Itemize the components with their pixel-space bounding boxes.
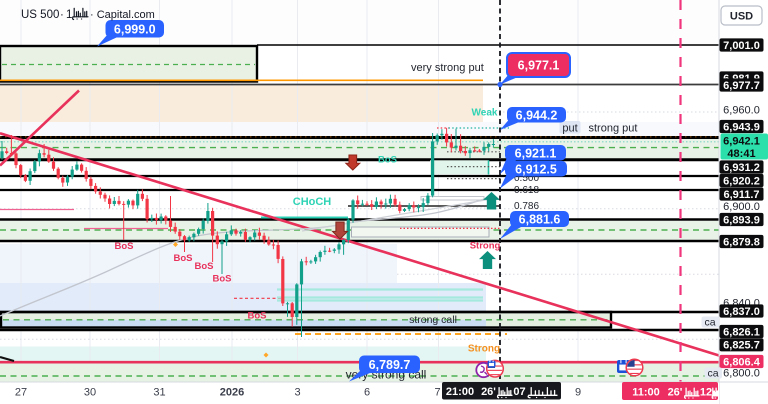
svg-text:3: 3 — [294, 387, 300, 399]
svg-text:21:00: 21:00 — [446, 386, 474, 398]
svg-text:put: put — [562, 123, 577, 135]
svg-text:6,879.8: 6,879.8 — [723, 236, 760, 248]
svg-text:26': 26' — [668, 387, 683, 399]
svg-text:6,826.1: 6,826.1 — [723, 326, 760, 338]
svg-text:6,900.0: 6,900.0 — [723, 201, 760, 213]
svg-text:0.618: 0.618 — [514, 185, 539, 196]
svg-text:ca: ca — [708, 368, 719, 380]
svg-text:6,942.1: 6,942.1 — [723, 136, 760, 148]
svg-text:6,999.0: 6,999.0 — [114, 22, 156, 36]
svg-text:6,837.0: 6,837.0 — [723, 306, 760, 318]
svg-text:6,800.0: 6,800.0 — [723, 367, 760, 379]
svg-text:12: 12 — [700, 387, 712, 399]
svg-text:BoS: BoS — [115, 241, 134, 252]
svg-text:strong call: strong call — [409, 314, 457, 326]
svg-text:· Capital.com: · Capital.com — [90, 9, 155, 21]
svg-text:strong put: strong put — [589, 123, 638, 135]
svg-text:6,960.0: 6,960.0 — [723, 104, 760, 116]
svg-text:6,789.7: 6,789.7 — [369, 358, 411, 372]
svg-text:BoS: BoS — [195, 261, 214, 272]
svg-text:6,912.5: 6,912.5 — [515, 162, 557, 176]
svg-text:BoS: BoS — [213, 274, 232, 285]
svg-text:30: 30 — [84, 387, 96, 399]
svg-text:Weak: Weak — [472, 108, 498, 119]
svg-text:Strong: Strong — [468, 344, 500, 355]
svg-text:BoS: BoS — [174, 253, 193, 264]
svg-text:USD: USD — [730, 11, 753, 23]
svg-text:CHoCH: CHoCH — [293, 196, 332, 208]
svg-text:6,977.1: 6,977.1 — [518, 59, 560, 73]
svg-text:·: · — [60, 9, 64, 21]
svg-text:BoS: BoS — [248, 311, 267, 322]
svg-text:9: 9 — [575, 387, 581, 399]
svg-text:7,001.0: 7,001.0 — [723, 40, 760, 52]
svg-text:6,911.7: 6,911.7 — [723, 189, 759, 201]
svg-text:0.786: 0.786 — [514, 201, 539, 212]
svg-text:48:41: 48:41 — [727, 148, 755, 160]
svg-text:US 500: US 500 — [21, 9, 59, 21]
svg-text:ca: ca — [705, 317, 716, 329]
svg-text:6,944.2: 6,944.2 — [516, 108, 558, 122]
svg-text:6,825.7: 6,825.7 — [723, 340, 760, 352]
svg-text:07: 07 — [513, 386, 525, 398]
svg-text:7: 7 — [434, 387, 440, 399]
svg-text:11:00: 11:00 — [632, 387, 660, 399]
svg-text:Strong: Strong — [470, 241, 501, 252]
svg-text:6,943.9: 6,943.9 — [723, 121, 760, 133]
svg-text:very strong put: very strong put — [411, 62, 484, 74]
svg-text:6,921.1: 6,921.1 — [515, 146, 557, 160]
svg-text:1: 1 — [66, 9, 72, 21]
svg-text:31: 31 — [153, 387, 165, 399]
svg-text:6,806.4: 6,806.4 — [723, 356, 761, 368]
svg-text:6,977.7: 6,977.7 — [723, 80, 760, 92]
svg-text:6,931.2: 6,931.2 — [723, 162, 760, 174]
svg-text:6: 6 — [364, 387, 370, 399]
svg-text:0.500: 0.500 — [514, 173, 539, 184]
svg-text:6,893.9: 6,893.9 — [723, 214, 760, 226]
svg-text:6,920.2: 6,920.2 — [723, 175, 760, 187]
svg-text:6,881.6: 6,881.6 — [519, 213, 561, 227]
svg-text:26': 26' — [481, 386, 496, 398]
svg-text:2026: 2026 — [220, 387, 244, 399]
svg-text:27: 27 — [15, 387, 27, 399]
svg-text:BoS: BoS — [378, 155, 397, 166]
